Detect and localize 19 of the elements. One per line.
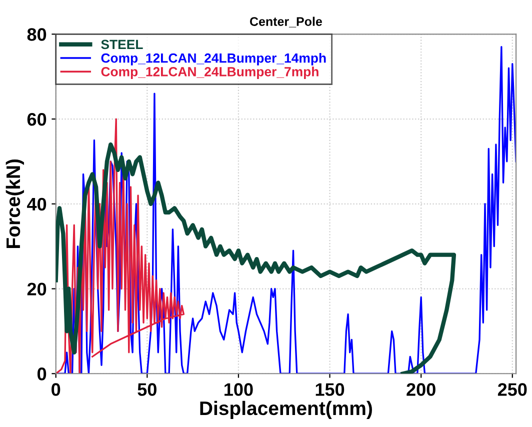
chart-title: Center_Pole [250,16,322,28]
y-tick-label: 40 [27,198,46,211]
legend-label: Comp_12LCAN_24LBumper_7mph [101,66,318,79]
line-series [56,142,456,374]
y-tick-label: 80 [27,28,46,41]
x-tick-label: 0 [52,383,60,396]
x-axis-title: Displacement(mm) [200,400,372,419]
x-tick-label: 100 [224,383,253,396]
x-tick-label: 250 [498,383,527,396]
legend-label: STEEL [101,40,143,50]
y-axis-title: Force(kN) [6,159,24,248]
y-tick-label: 20 [27,282,46,296]
x-tick-label: 150 [316,383,344,396]
x-tick-label: 200 [406,383,436,396]
line-series [56,118,185,374]
y-tick-label: 0 [38,368,46,380]
legend-label: Comp_12LCAN_24LBumper_14mph [101,53,326,66]
x-tick-label: 50 [138,383,156,396]
y-tick-label: 60 [27,112,46,126]
